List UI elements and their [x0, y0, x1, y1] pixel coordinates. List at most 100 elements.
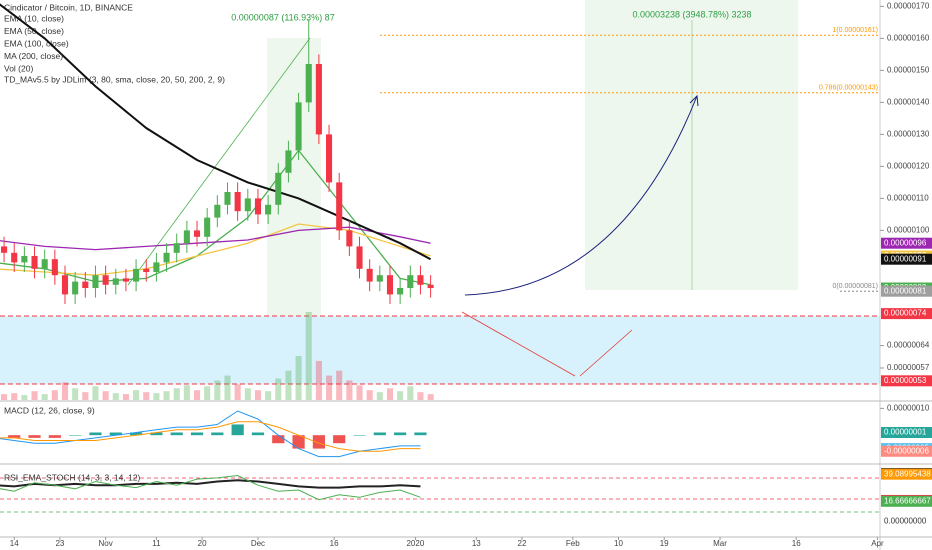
candle-body — [275, 172, 282, 205]
oscillator-line — [0, 474, 421, 501]
scenario-arrow — [461, 311, 633, 377]
histogram-bar — [89, 432, 102, 436]
candle-body — [305, 64, 312, 103]
histogram-bar — [190, 432, 204, 436]
histogram-bar — [211, 432, 224, 436]
indicator-line — [0, 3, 432, 261]
indicator-line — [0, 223, 431, 276]
fib-label: 1(0.00000161) — [832, 27, 878, 34]
trend-line — [127, 37, 311, 286]
histogram-bar — [129, 432, 143, 436]
y-tick-label: 0.00000130 — [887, 130, 930, 139]
y-tick-label: 0.00000120 — [887, 162, 930, 171]
volume-bar — [51, 390, 58, 400]
candle-body — [31, 256, 38, 269]
histogram-bar — [170, 432, 183, 436]
x-tick-label: 16 — [330, 539, 339, 548]
volume-bar — [356, 385, 363, 400]
candle-body — [407, 275, 414, 288]
pane-title: RSI_EMA_STOCH (14, 3, 3, 14, 12) — [4, 472, 141, 482]
candle-body — [143, 268, 150, 272]
volume-bar — [326, 375, 333, 400]
price-tag-label: 0.00000000 — [884, 517, 927, 526]
volume-bar — [295, 356, 302, 400]
candle-body — [326, 134, 333, 183]
price-tag — [881, 468, 932, 480]
candle-body — [92, 275, 99, 288]
volume-bar — [92, 386, 99, 400]
histogram-bar — [292, 435, 305, 449]
volume-bar — [336, 370, 343, 400]
candle-body — [204, 217, 211, 237]
x-tick-label: 20 — [198, 539, 207, 548]
volume-bar — [153, 393, 160, 400]
histogram-bar — [28, 435, 41, 438]
volume-bar — [417, 392, 424, 400]
histogram-bar — [312, 435, 325, 449]
histogram-bar — [150, 432, 163, 436]
candle-body — [244, 198, 251, 212]
x-tick-label: Feb — [566, 539, 580, 548]
chart-title: Cindicator / Bitcoin, 1D, BINANCE — [4, 2, 133, 12]
x-tick-label: 13 — [472, 539, 481, 548]
candle-body — [11, 252, 18, 263]
price-tag-label: 0.00000081 — [884, 286, 927, 295]
histogram-bar — [333, 435, 346, 444]
volume-bar — [133, 390, 140, 400]
histogram-bar — [373, 432, 386, 436]
price-tag-label: 0.00000096 — [884, 238, 927, 247]
x-tick-label: 11 — [152, 539, 161, 548]
volume-bar — [214, 380, 221, 400]
x-tick-label: 22 — [518, 539, 527, 548]
candle-body — [315, 64, 322, 135]
price-tag — [881, 253, 932, 265]
price-tag-label: 0.00000001 — [884, 428, 927, 437]
y-tick-label: 0.00000064 — [887, 341, 930, 350]
volume-bar — [41, 394, 48, 400]
price-tag-label: 39.08995438 — [884, 469, 931, 478]
volume-bar — [254, 390, 262, 400]
y-tick-label: 0.00000150 — [887, 66, 930, 75]
volume-bar — [72, 388, 79, 400]
price-tag — [881, 427, 932, 438]
candle-body — [417, 275, 424, 285]
x-tick-label: 14 — [10, 539, 19, 548]
histogram-bar — [109, 432, 122, 436]
legend-entry: TD_MAv5.5 by JDLim (3, 80, sma, close, 2… — [4, 74, 225, 84]
volume-bar — [21, 395, 28, 400]
candle-body — [397, 288, 404, 295]
candle-body — [82, 281, 89, 288]
volume-bar — [122, 394, 129, 400]
volume-bar — [61, 382, 69, 400]
candle-body — [285, 150, 292, 173]
histogram-bar — [69, 435, 82, 436]
candle-body — [214, 204, 221, 218]
price-tag-label: 0.00000074 — [884, 309, 927, 318]
x-tick-label: Nov — [99, 539, 113, 548]
legend-entry: EMA (10, close) — [4, 13, 64, 23]
volume-bar — [193, 390, 201, 400]
candle-body — [51, 259, 58, 276]
histogram-bar — [8, 435, 21, 438]
histogram-bar — [272, 435, 285, 444]
volume-bar — [244, 388, 251, 400]
candle-body — [41, 259, 48, 269]
projection-arrow — [464, 95, 698, 296]
price-tag — [881, 237, 932, 249]
price-tag — [881, 445, 932, 457]
volume-bar — [1, 394, 8, 400]
volume-bar — [224, 375, 231, 400]
volume-bar — [315, 360, 322, 400]
candle-body — [112, 278, 119, 285]
volume-bar — [265, 391, 272, 400]
candle-body — [133, 268, 140, 282]
histogram-bar — [231, 424, 244, 436]
candle-body — [234, 192, 241, 212]
volume-bar — [407, 386, 414, 400]
annotation: 0.00003238 (3948.78%) 3238 — [632, 9, 751, 19]
candle-body — [427, 284, 434, 288]
signal-line — [0, 421, 421, 452]
x-tick-label: 2020 — [406, 539, 424, 548]
volume-bar — [234, 384, 241, 400]
